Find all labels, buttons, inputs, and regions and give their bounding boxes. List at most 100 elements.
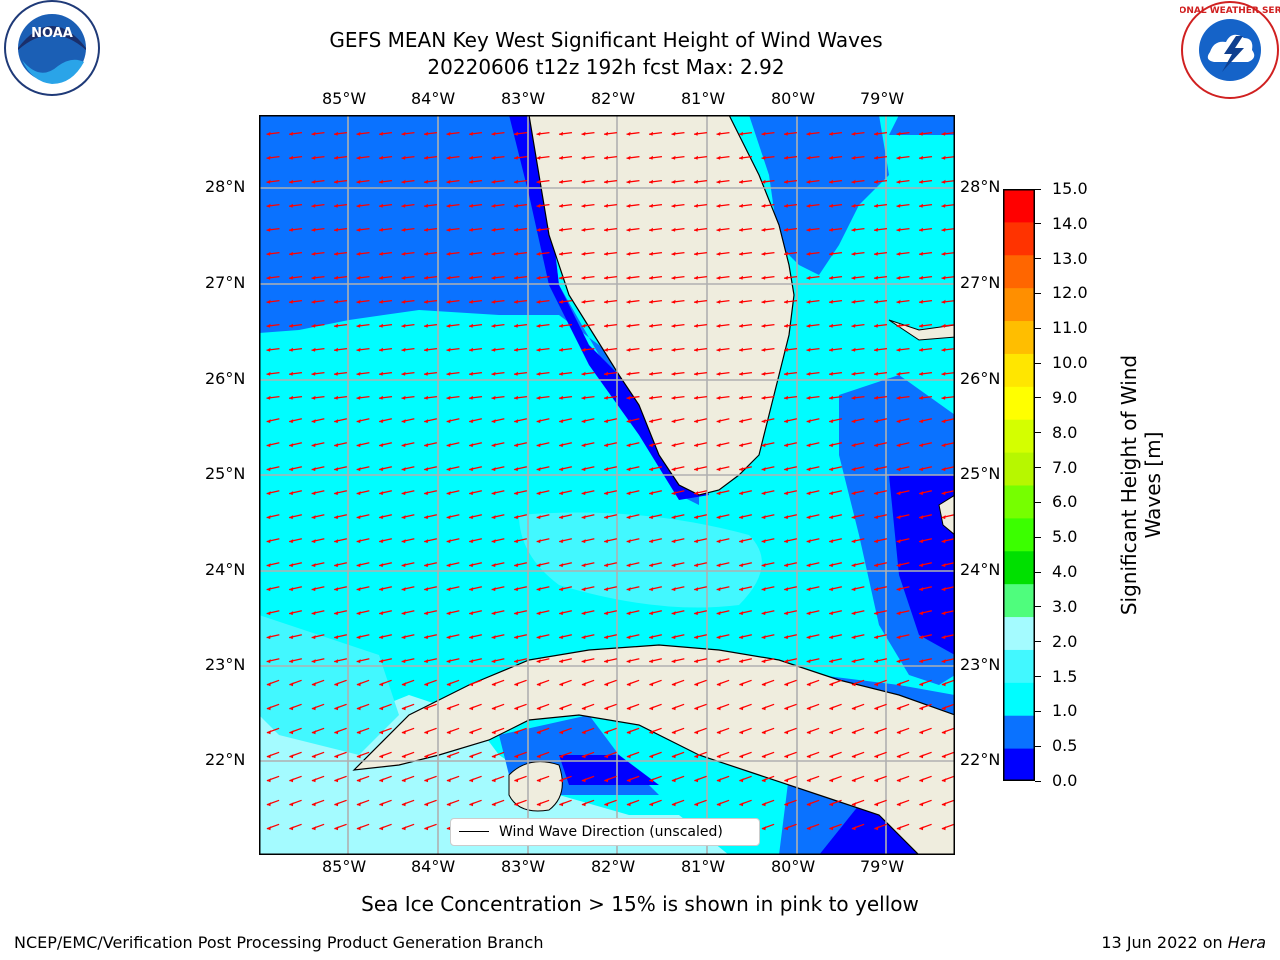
wind-wave-arrowhead [446,587,451,592]
wind-wave-arrowhead [716,203,721,208]
colorbar-tick-mark [1035,745,1041,747]
wind-wave-arrowhead [491,563,496,568]
wind-wave-arrowhead [919,563,924,568]
wind-wave-arrowhead [829,754,834,759]
wind-wave-arrowhead [514,635,519,640]
wind-wave-arrowhead [356,635,361,640]
wind-wave-arrowhead [874,754,879,759]
wind-wave-arrowhead [649,563,654,568]
lat-label-right: 25°N [960,464,1001,483]
wind-wave-arrowhead [604,419,609,424]
wind-wave-arrowhead [739,659,744,664]
wind-wave-arrowhead [806,778,811,783]
wind-wave-arrowhead [379,659,384,664]
wind-wave-arrowhead [559,539,564,544]
wind-wave-arrowhead [919,515,924,520]
wind-wave-arrowhead [604,299,609,304]
wind-wave-arrowhead [694,754,699,759]
wind-wave-arrowhead [581,443,586,448]
colorbar-segment [1003,583,1035,618]
wind-wave-arrowhead [536,635,541,640]
wind-wave-arrowhead [289,323,294,328]
wind-wave-arrowhead [356,155,361,160]
wind-wave-arrowhead [536,706,541,711]
colorbar-tick-mark [1035,258,1041,260]
wind-wave-arrowhead [379,826,384,831]
wind-wave-arrowhead [379,587,384,592]
wind-wave-arrowhead [874,443,879,448]
wind-wave-arrowhead [604,659,609,664]
wind-wave-arrowhead [851,778,856,783]
colorbar-title: Significant Height of Wind Waves [m] [1117,354,1165,616]
wind-wave-arrowhead [829,299,834,304]
wind-wave-arrowhead [604,395,609,400]
wind-wave-arrowhead [761,611,766,616]
wind-wave-arrowhead [581,227,586,232]
wind-wave-arrowhead [424,251,429,256]
wind-wave-arrowhead [739,778,744,783]
wind-wave-arrowhead [649,299,654,304]
wind-wave-arrowhead [671,539,676,544]
wind-wave-arrowhead [379,443,384,448]
wind-wave-arrowhead [896,395,901,400]
wind-wave-arrowhead [424,826,429,831]
lon-label-top: 84°W [411,89,456,108]
wind-wave-arrowhead [649,371,654,376]
wind-wave-arrowhead [716,754,721,759]
wind-wave-arrowhead [289,179,294,184]
lat-label-left: 24°N [205,560,246,579]
wind-wave-arrowhead [401,179,406,184]
wind-wave-arrowhead [874,635,879,640]
wind-wave-arrowhead [829,778,834,783]
wind-wave-arrowhead [559,778,564,783]
wind-wave-arrowhead [514,227,519,232]
wind-wave-arrowhead [941,131,946,136]
wind-wave-arrowhead [581,251,586,256]
wind-wave-arrowhead [671,419,676,424]
wind-wave-arrowhead [469,467,474,472]
wind-wave-arrowhead [401,227,406,232]
wind-wave-arrowhead [536,419,541,424]
colorbar-segment [1003,649,1035,683]
wind-wave-arrowhead [536,371,541,376]
wind-wave-arrowhead [874,659,879,664]
wind-wave-arrowhead [874,299,879,304]
wind-wave-arrowhead [334,179,339,184]
wind-wave-arrowhead [536,491,541,496]
wind-wave-arrowhead [311,802,316,807]
wind-wave-arrowhead [671,587,676,592]
wind-wave-arrowhead [671,515,676,520]
wind-wave-arrowhead [581,635,586,640]
wind-wave-arrowhead [851,299,856,304]
wind-wave-arrowhead [424,419,429,424]
wind-wave-arrowhead [851,754,856,759]
wind-wave-arrowhead [334,491,339,496]
wind-wave-arrowhead [311,443,316,448]
wind-wave-arrowhead [784,299,789,304]
wind-wave-arrowhead [919,443,924,448]
wind-wave-arrowhead [896,467,901,472]
wind-wave-arrowhead [694,491,699,496]
wind-wave-arrowhead [289,587,294,592]
wind-wave-arrowhead [671,323,676,328]
map-legend: Wind Wave Direction (unscaled) [450,818,760,846]
wind-wave-arrowhead [829,659,834,664]
wind-wave-arrowhead [311,275,316,280]
wind-wave-arrowhead [761,802,766,807]
wind-wave-arrowhead [379,515,384,520]
wind-wave-arrowhead [941,706,946,711]
wind-wave-arrowhead [716,491,721,496]
wind-wave-arrowhead [559,563,564,568]
wind-wave-arrowhead [311,203,316,208]
wind-wave-arrowhead [829,323,834,328]
wind-wave-arrowhead [784,635,789,640]
wind-wave-arrowhead [356,443,361,448]
wind-wave-arrowhead [761,539,766,544]
colorbar-tick-label: 11.0 [1052,318,1088,338]
wind-wave-arrowhead [896,515,901,520]
wind-wave-arrowhead [289,227,294,232]
wind-wave-arrowhead [356,611,361,616]
wind-wave-arrowhead [806,659,811,664]
wind-wave-arrowhead [896,371,901,376]
lon-label-top: 80°W [771,89,816,108]
